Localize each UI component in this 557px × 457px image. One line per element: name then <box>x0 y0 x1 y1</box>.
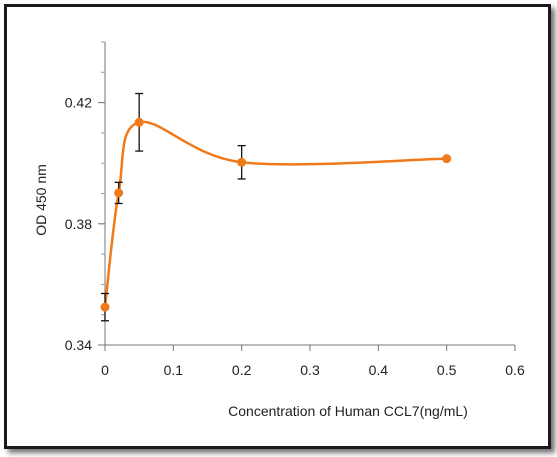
data-point <box>237 157 247 167</box>
plot-area <box>100 92 452 322</box>
tick-labels: 0 0.1 0.2 0.3 0.4 0.5 0.6 0.34 0.38 0.42 <box>65 95 525 378</box>
y-tick-label: 0.38 <box>65 216 92 232</box>
x-tick-label: 0.3 <box>300 362 320 378</box>
series-line <box>103 120 447 308</box>
x-tick-label: 0.4 <box>369 362 389 378</box>
y-tick-label: 0.42 <box>65 95 92 111</box>
chart-frame <box>4 4 551 449</box>
x-tick-label: 0 <box>101 362 109 378</box>
data-point <box>114 188 124 198</box>
x-tick-label: 0.1 <box>164 362 184 378</box>
x-tick-label: 0.5 <box>437 362 457 378</box>
data-point <box>100 302 110 312</box>
y-tick-label: 0.34 <box>65 337 92 353</box>
data-point <box>442 154 452 164</box>
y-axis-label: OD 450 nm <box>33 164 49 236</box>
x-tick-label: 0.2 <box>232 362 252 378</box>
axes <box>98 41 516 351</box>
x-axis-label: Concentration of Human CCL7(ng/mL) <box>228 403 468 419</box>
x-tick-label: 0.6 <box>505 362 525 378</box>
data-point <box>134 117 144 127</box>
